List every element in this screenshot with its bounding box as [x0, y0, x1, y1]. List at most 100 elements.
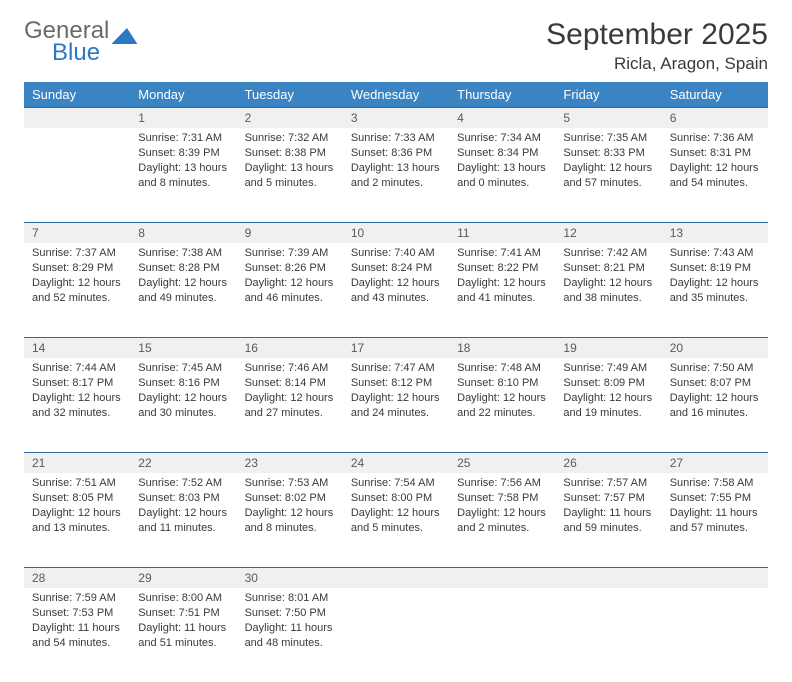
daylight-text-1: Daylight: 12 hours: [670, 161, 760, 176]
sunrise-text: Sunrise: 7:41 AM: [457, 246, 547, 261]
day-number: 2: [237, 107, 343, 128]
day-cell: Sunrise: 7:33 AMSunset: 8:36 PMDaylight:…: [343, 128, 449, 222]
day-content: Sunrise: 7:53 AMSunset: 8:02 PMDaylight:…: [237, 473, 343, 541]
title-block: September 2025 Ricla, Aragon, Spain: [546, 18, 768, 74]
daynum-cell: 5: [555, 107, 661, 128]
day-cell: [662, 588, 768, 682]
daylight-text-1: Daylight: 12 hours: [351, 506, 441, 521]
sunset-text: Sunset: 8:26 PM: [245, 261, 335, 276]
day-number: 11: [449, 222, 555, 243]
day-cell: Sunrise: 7:37 AMSunset: 8:29 PMDaylight:…: [24, 243, 130, 337]
day-number: 8: [130, 222, 236, 243]
day-content: Sunrise: 7:39 AMSunset: 8:26 PMDaylight:…: [237, 243, 343, 311]
sunset-text: Sunset: 8:28 PM: [138, 261, 228, 276]
day-number: 12: [555, 222, 661, 243]
day-cell: [343, 588, 449, 682]
day-number: 22: [130, 452, 236, 473]
day-content: Sunrise: 7:31 AMSunset: 8:39 PMDaylight:…: [130, 128, 236, 196]
day-cell: Sunrise: 7:52 AMSunset: 8:03 PMDaylight:…: [130, 473, 236, 567]
daynum-cell: 12: [555, 222, 661, 243]
day-cell: Sunrise: 7:59 AMSunset: 7:53 PMDaylight:…: [24, 588, 130, 682]
daylight-text-2: and 54 minutes.: [670, 176, 760, 191]
day-cell: Sunrise: 7:32 AMSunset: 8:38 PMDaylight:…: [237, 128, 343, 222]
day-cell: Sunrise: 7:35 AMSunset: 8:33 PMDaylight:…: [555, 128, 661, 222]
day-number: 7: [24, 222, 130, 243]
daylight-text-2: and 51 minutes.: [138, 636, 228, 651]
daylight-text-1: Daylight: 12 hours: [32, 506, 122, 521]
day-number: 23: [237, 452, 343, 473]
day-number: 14: [24, 337, 130, 358]
day-number: 24: [343, 452, 449, 473]
sunset-text: Sunset: 7:53 PM: [32, 606, 122, 621]
header: General Blue September 2025 Ricla, Arago…: [24, 18, 768, 74]
sunrise-text: Sunrise: 7:58 AM: [670, 476, 760, 491]
daylight-text-1: Daylight: 12 hours: [138, 276, 228, 291]
sunrise-text: Sunrise: 7:40 AM: [351, 246, 441, 261]
daynum-cell: 16: [237, 337, 343, 358]
day-cell: Sunrise: 7:41 AMSunset: 8:22 PMDaylight:…: [449, 243, 555, 337]
daylight-text-2: and 8 minutes.: [138, 176, 228, 191]
daynum-cell: 29: [130, 567, 236, 588]
day-cell: Sunrise: 7:49 AMSunset: 8:09 PMDaylight:…: [555, 358, 661, 452]
content-row: Sunrise: 7:31 AMSunset: 8:39 PMDaylight:…: [24, 128, 768, 222]
daynum-cell: [449, 567, 555, 588]
daylight-text-2: and 57 minutes.: [670, 521, 760, 536]
day-number: 28: [24, 567, 130, 588]
content-row: Sunrise: 7:37 AMSunset: 8:29 PMDaylight:…: [24, 243, 768, 337]
sunset-text: Sunset: 8:14 PM: [245, 376, 335, 391]
logo-text: General Blue: [24, 18, 137, 67]
sunrise-text: Sunrise: 7:50 AM: [670, 361, 760, 376]
day-number: 26: [555, 452, 661, 473]
sunrise-text: Sunrise: 7:43 AM: [670, 246, 760, 261]
sunset-text: Sunset: 8:19 PM: [670, 261, 760, 276]
day-content: Sunrise: 7:33 AMSunset: 8:36 PMDaylight:…: [343, 128, 449, 196]
daynum-cell: 10: [343, 222, 449, 243]
sunset-text: Sunset: 8:10 PM: [457, 376, 547, 391]
day-content: Sunrise: 7:40 AMSunset: 8:24 PMDaylight:…: [343, 243, 449, 311]
sunrise-text: Sunrise: 8:00 AM: [138, 591, 228, 606]
day-cell: Sunrise: 7:47 AMSunset: 8:12 PMDaylight:…: [343, 358, 449, 452]
day-number: 4: [449, 107, 555, 128]
daynum-cell: 7: [24, 222, 130, 243]
sunset-text: Sunset: 8:24 PM: [351, 261, 441, 276]
sunrise-text: Sunrise: 7:56 AM: [457, 476, 547, 491]
day-content: Sunrise: 7:52 AMSunset: 8:03 PMDaylight:…: [130, 473, 236, 541]
daylight-text-2: and 2 minutes.: [351, 176, 441, 191]
sunrise-text: Sunrise: 7:32 AM: [245, 131, 335, 146]
daylight-text-1: Daylight: 12 hours: [457, 506, 547, 521]
sunrise-text: Sunrise: 7:51 AM: [32, 476, 122, 491]
daynum-row: 123456: [24, 107, 768, 128]
day-number: 27: [662, 452, 768, 473]
sunrise-text: Sunrise: 7:37 AM: [32, 246, 122, 261]
day-content: Sunrise: 7:37 AMSunset: 8:29 PMDaylight:…: [24, 243, 130, 311]
day-content: Sunrise: 7:48 AMSunset: 8:10 PMDaylight:…: [449, 358, 555, 426]
day-cell: Sunrise: 7:46 AMSunset: 8:14 PMDaylight:…: [237, 358, 343, 452]
daylight-text-1: Daylight: 12 hours: [245, 391, 335, 406]
sunset-text: Sunset: 7:57 PM: [563, 491, 653, 506]
sunset-text: Sunset: 8:09 PM: [563, 376, 653, 391]
sunset-text: Sunset: 8:33 PM: [563, 146, 653, 161]
daynum-cell: [555, 567, 661, 588]
day-cell: Sunrise: 7:45 AMSunset: 8:16 PMDaylight:…: [130, 358, 236, 452]
daynum-row: 282930: [24, 567, 768, 588]
day-content: Sunrise: 7:47 AMSunset: 8:12 PMDaylight:…: [343, 358, 449, 426]
day-content: Sunrise: 7:42 AMSunset: 8:21 PMDaylight:…: [555, 243, 661, 311]
daylight-text-1: Daylight: 11 hours: [670, 506, 760, 521]
sunset-text: Sunset: 8:00 PM: [351, 491, 441, 506]
daylight-text-2: and 16 minutes.: [670, 406, 760, 421]
day-content: Sunrise: 7:45 AMSunset: 8:16 PMDaylight:…: [130, 358, 236, 426]
day-number: 6: [662, 107, 768, 128]
sunset-text: Sunset: 8:39 PM: [138, 146, 228, 161]
sunset-text: Sunset: 8:16 PM: [138, 376, 228, 391]
daylight-text-1: Daylight: 11 hours: [563, 506, 653, 521]
daynum-cell: 9: [237, 222, 343, 243]
daynum-cell: 1: [130, 107, 236, 128]
day-number: 17: [343, 337, 449, 358]
day-number: 16: [237, 337, 343, 358]
day-content: Sunrise: 7:54 AMSunset: 8:00 PMDaylight:…: [343, 473, 449, 541]
sunset-text: Sunset: 8:17 PM: [32, 376, 122, 391]
sunrise-text: Sunrise: 8:01 AM: [245, 591, 335, 606]
day-cell: Sunrise: 7:38 AMSunset: 8:28 PMDaylight:…: [130, 243, 236, 337]
daylight-text-2: and 11 minutes.: [138, 521, 228, 536]
daylight-text-2: and 13 minutes.: [32, 521, 122, 536]
